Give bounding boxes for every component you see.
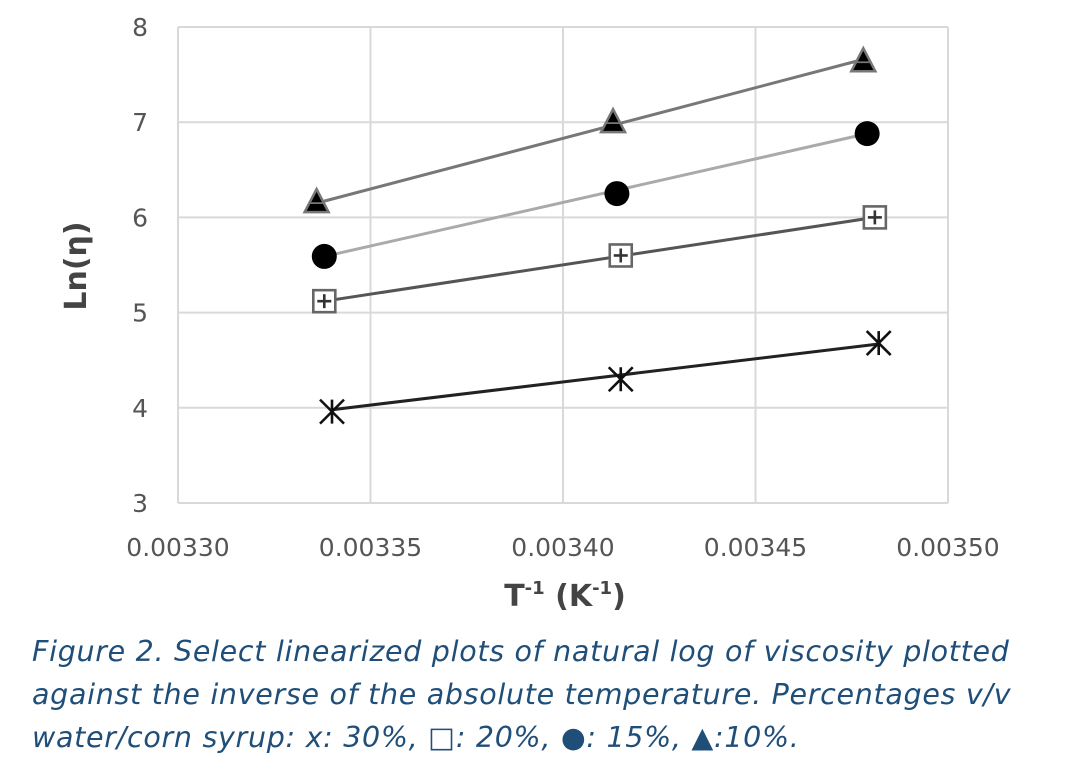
data-point-circle xyxy=(311,243,337,269)
x-axis-title-close: ) xyxy=(612,579,626,614)
y-tick-label: 7 xyxy=(132,108,148,137)
y-axis-title: Ln(η) xyxy=(59,221,94,310)
x-axis-title-sup: -1 xyxy=(525,578,545,599)
gridlines xyxy=(177,26,949,504)
data-point-asterisk xyxy=(607,366,634,393)
data-markers xyxy=(302,45,892,425)
x-axis-title-main: T xyxy=(504,579,525,614)
trend-line-square-plus xyxy=(324,215,876,303)
x-tick-label: 0.00350 xyxy=(896,533,999,562)
figure-caption: Figure 2. Select linearized plots of nat… xyxy=(32,635,1012,754)
data-point-triangle xyxy=(598,106,628,134)
data-point-circle xyxy=(854,121,880,147)
x-tick-label: 0.00340 xyxy=(511,533,614,562)
data-point-asterisk xyxy=(865,330,892,356)
data-point-triangle xyxy=(849,45,878,73)
data-point-circle xyxy=(604,181,630,207)
y-tick-label: 5 xyxy=(132,299,148,328)
circle-marker xyxy=(854,121,880,147)
data-point-triangle xyxy=(302,186,331,214)
x-axis-title-unit: (K xyxy=(545,579,594,614)
x-axis-title-unit-sup: -1 xyxy=(592,578,612,599)
trend-line-circle xyxy=(323,132,868,258)
triangle-marker xyxy=(849,45,878,73)
trend-lines xyxy=(316,57,879,412)
y-tick-label: 3 xyxy=(132,489,148,518)
triangle-marker xyxy=(302,186,331,214)
data-point-square-plus xyxy=(311,288,337,314)
y-tick-label: 4 xyxy=(132,394,148,423)
x-tick-label: 0.00335 xyxy=(319,533,422,562)
data-point-square-plus xyxy=(862,205,888,230)
x-tick-label: 0.00330 xyxy=(126,533,229,562)
x-tick-label: 0.00345 xyxy=(704,533,807,562)
circle-marker xyxy=(311,243,337,269)
trend-line-asterisk xyxy=(331,342,879,412)
y-tick-label: 6 xyxy=(132,203,148,232)
y-tick-labels: 3 4 5 6 7 8 xyxy=(132,13,148,518)
data-point-square-plus xyxy=(608,243,634,268)
y-tick-label: 8 xyxy=(132,13,148,42)
circle-marker xyxy=(604,181,630,207)
x-tick-labels: 0.00330 0.00335 0.00340 0.00345 0.00350 xyxy=(126,533,999,562)
triangle-marker xyxy=(598,106,628,134)
x-axis-title: T-1 (K-1) xyxy=(504,578,626,614)
trend-line-triangle xyxy=(316,57,864,205)
data-point-asterisk xyxy=(319,398,345,425)
